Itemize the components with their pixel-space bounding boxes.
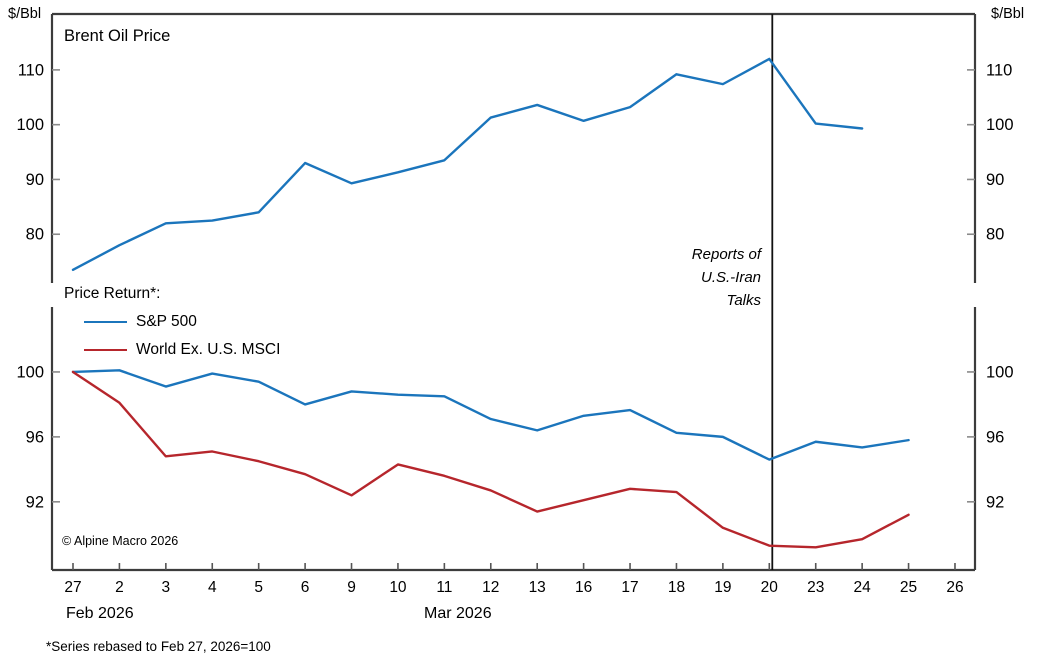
- series-s-p-500: [71, 369, 910, 461]
- x-tick-label: 25: [900, 579, 917, 596]
- month-label-mar: Mar 2026: [424, 605, 492, 622]
- y-tick-label-left: 90: [26, 171, 44, 189]
- y-tick-label-left: 100: [16, 116, 44, 134]
- x-tick-label: 3: [162, 579, 171, 596]
- x-tick-label: 18: [668, 579, 685, 596]
- copyright-text: © Alpine Macro 2026: [62, 534, 179, 548]
- x-tick-label: 4: [208, 579, 217, 596]
- top-panel-title: Brent Oil Price: [64, 27, 171, 45]
- y-tick-label-left: 100: [16, 363, 44, 381]
- y-tick-label-right: 100: [986, 363, 1014, 381]
- x-tick-label: 2: [115, 579, 124, 596]
- legend-label-msci: World Ex. U.S. MSCI: [136, 341, 281, 358]
- series-world-ex-u-s-msci: [71, 370, 910, 549]
- x-tick-label: 9: [347, 579, 356, 596]
- annotation-line-3: Talks: [726, 292, 761, 309]
- x-tick-label: 11: [436, 579, 452, 596]
- x-tick-label: 16: [575, 579, 592, 596]
- y-tick-label-left: 80: [26, 226, 44, 244]
- legend-item-msci: World Ex. U.S. MSCI: [84, 341, 280, 359]
- x-tick-label: 13: [529, 579, 546, 596]
- y-tick-label-right: 100: [986, 116, 1014, 134]
- y-tick-label-right: 96: [986, 428, 1004, 446]
- y-tick-label-right: 80: [986, 226, 1004, 244]
- y-tick-label-left: 96: [26, 428, 44, 446]
- x-tick-label: 10: [389, 579, 407, 596]
- legend-title: Price Return*:: [64, 285, 161, 302]
- month-label-feb: Feb 2026: [66, 605, 134, 622]
- footnote-text: *Series rebased to Feb 27, 2026=100: [46, 639, 271, 654]
- x-tick-label: 27: [64, 579, 81, 596]
- x-tick-label: 12: [482, 579, 499, 596]
- event-annotation: Reports of U.S.-Iran Talks: [692, 243, 761, 312]
- x-tick-label: 6: [301, 579, 310, 596]
- x-tick-label: 19: [714, 579, 731, 596]
- x-tick-label: 20: [761, 579, 779, 596]
- y-tick-label-left: 110: [18, 61, 44, 79]
- y-tick-label-right: 90: [986, 171, 1004, 189]
- annotation-line-1: Reports of: [691, 246, 761, 263]
- msci-line-swatch: [84, 348, 127, 352]
- y-tick-label-left: 92: [26, 493, 44, 511]
- y-axis-unit-right: $/Bbl: [991, 6, 1025, 22]
- x-tick-label: 26: [946, 579, 963, 596]
- x-tick-label: 23: [807, 579, 824, 596]
- legend-item-sp500: S&P 500: [84, 313, 197, 331]
- x-tick-label: 5: [254, 579, 263, 596]
- x-tick-label: 17: [621, 579, 638, 596]
- x-tick-label: 24: [854, 579, 872, 596]
- legend-label-sp500: S&P 500: [136, 313, 197, 330]
- sp500-line-swatch: [84, 320, 127, 324]
- y-axis-unit-left: $/Bbl: [8, 6, 42, 22]
- series-brent-oil-price: [71, 57, 864, 272]
- y-tick-label-right: 92: [986, 493, 1004, 511]
- annotation-line-2: U.S.-Iran: [700, 269, 761, 286]
- y-tick-label-right: 110: [986, 61, 1012, 79]
